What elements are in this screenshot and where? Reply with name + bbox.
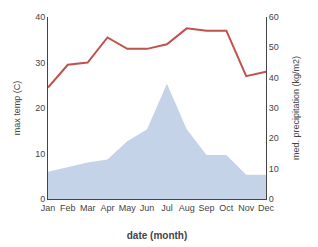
svg-text:40: 40 xyxy=(35,12,45,22)
svg-text:30: 30 xyxy=(269,103,279,113)
svg-text:date (month): date (month) xyxy=(127,230,188,241)
svg-text:10: 10 xyxy=(35,149,45,159)
svg-text:30: 30 xyxy=(35,58,45,68)
svg-text:40: 40 xyxy=(269,73,279,83)
svg-text:20: 20 xyxy=(35,103,45,113)
svg-text:Jul: Jul xyxy=(161,203,173,213)
svg-text:Mar: Mar xyxy=(80,203,96,213)
svg-text:Apr: Apr xyxy=(100,203,114,213)
svg-text:Jun: Jun xyxy=(140,203,155,213)
svg-text:Dec: Dec xyxy=(258,203,275,213)
svg-text:Sep: Sep xyxy=(199,203,215,213)
svg-text:20: 20 xyxy=(269,133,279,143)
svg-text:Nov: Nov xyxy=(238,203,255,213)
svg-text:50: 50 xyxy=(269,42,279,52)
svg-text:0: 0 xyxy=(40,194,45,204)
svg-text:60: 60 xyxy=(269,12,279,22)
svg-text:max temp (C): max temp (C) xyxy=(12,81,22,136)
svg-text:Oct: Oct xyxy=(219,203,234,213)
svg-text:Jan: Jan xyxy=(41,203,56,213)
svg-text:May: May xyxy=(119,203,137,213)
svg-text:med. precipitation (kg/m2): med. precipitation (kg/m2) xyxy=(291,56,301,160)
svg-text:10: 10 xyxy=(269,164,279,174)
svg-text:Aug: Aug xyxy=(179,203,195,213)
svg-text:0: 0 xyxy=(269,194,274,204)
svg-text:Feb: Feb xyxy=(60,203,76,213)
